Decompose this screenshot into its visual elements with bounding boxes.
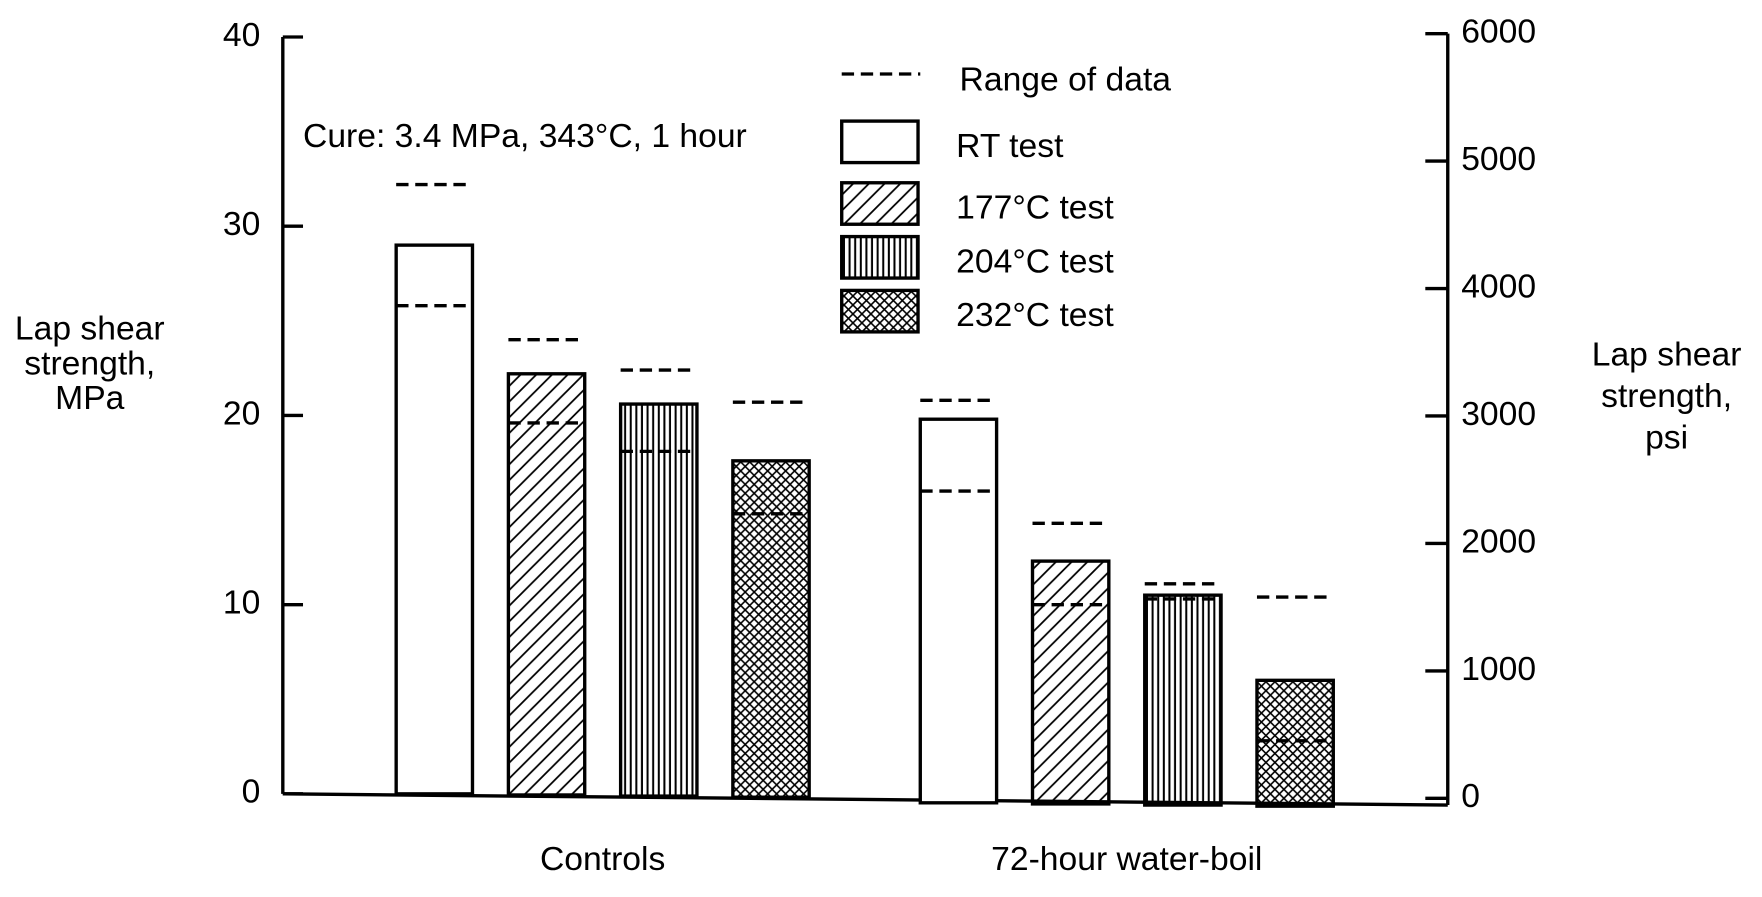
y2-axis-label: Lap shear [1592, 336, 1742, 373]
y-axis-label: strength, [24, 345, 155, 382]
bar [1143, 593, 1223, 807]
y2-tick-label: 6000 [1461, 14, 1536, 51]
bar [394, 243, 475, 796]
y-tick-label: 30 [223, 206, 260, 243]
y2-axis-label: strength, [1601, 378, 1732, 415]
y2-tick-label: 2000 [1461, 523, 1536, 560]
legend-swatch [840, 234, 920, 280]
y2-tick-label: 0 [1461, 778, 1480, 815]
x-tick-label: 72-hour water-boil [991, 841, 1262, 878]
bar [618, 402, 699, 798]
x-tick-label: Controls [540, 841, 665, 878]
annotation: Cure: 3.4 MPa, 343°C, 1 hour [303, 118, 747, 155]
bar [918, 417, 999, 805]
y-axis-label: MPa [55, 380, 124, 417]
y-axis-label: Lap shear [15, 311, 165, 348]
legend-label: 177°C test [956, 190, 1114, 227]
legend-label: 232°C test [956, 297, 1114, 334]
legend-swatch [840, 119, 920, 165]
legend-swatch [840, 181, 920, 226]
y2-tick-label: 5000 [1461, 141, 1536, 178]
legend-label: 204°C test [956, 243, 1114, 280]
y2-tick-label: 1000 [1461, 651, 1536, 688]
bar [1255, 678, 1335, 808]
y-tick-label: 0 [242, 774, 261, 811]
y2-tick-label: 4000 [1461, 268, 1536, 305]
legend-label: RT test [956, 128, 1064, 165]
legend-label: Range of data [960, 62, 1172, 99]
y2-tick-label: 3000 [1461, 396, 1536, 433]
bar [1030, 559, 1111, 806]
y-tick-label: 40 [223, 17, 260, 54]
y-tick-label: 10 [223, 585, 260, 622]
x-axis [282, 792, 1448, 807]
y-tick-label: 20 [223, 395, 260, 432]
y2-axis-label: psi [1645, 419, 1688, 456]
bar [731, 459, 811, 799]
bar [506, 372, 587, 797]
legend-swatch [840, 288, 920, 334]
